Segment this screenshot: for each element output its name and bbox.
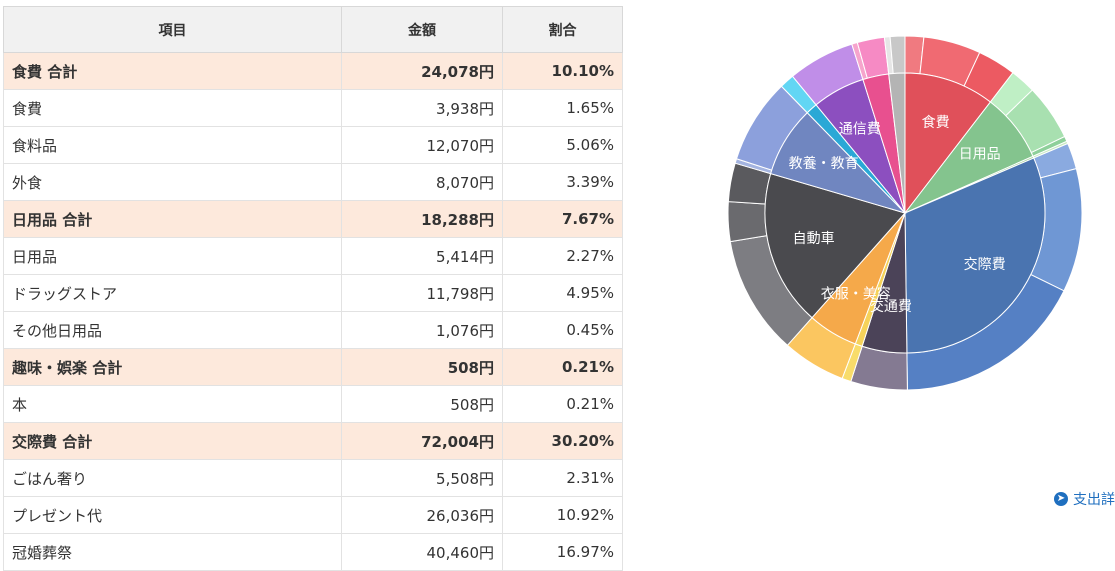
pie-label-7: 自動車	[793, 230, 835, 247]
pie-outer-slice-23[interactable]	[889, 36, 906, 75]
cell-item: ドラッグストア	[3, 274, 342, 312]
table-row: 冠婚葬祭 40,460円 16.97%	[3, 533, 623, 571]
table-row: ドラッグストア 11,798円 4.95%	[3, 274, 623, 312]
expense-table: 項目 金額 割合 食費 合計 24,078円 10.10% 食費 3,938円 1.65%…	[3, 6, 623, 571]
cell-ratio: 10.10%	[502, 52, 623, 90]
table-total-row: 食費 合計 24,078円 10.10%	[3, 52, 623, 90]
table-total-row: 交際費 合計 72,004円 30.20%	[3, 422, 623, 460]
cell-item: プレゼント代	[3, 496, 342, 534]
cell-item: 食費	[3, 89, 342, 127]
cell-ratio: 10.92%	[502, 496, 623, 534]
cell-ratio: 0.21%	[502, 348, 623, 386]
cell-ratio: 3.39%	[502, 163, 623, 201]
arrow-right-circle-icon: ➤	[1054, 492, 1068, 506]
table-total-row: 趣味・娯楽 合計 508円 0.21%	[3, 348, 623, 386]
table-row: 食料品 12,070円 5.06%	[3, 126, 623, 164]
cell-item: その他日用品	[3, 311, 342, 349]
cell-item: 食費 合計	[3, 52, 342, 90]
cell-ratio: 16.97%	[502, 533, 623, 571]
cell-item: 趣味・娯楽 合計	[3, 348, 342, 386]
cell-ratio: 4.95%	[502, 274, 623, 312]
table-row: 日用品 5,414円 2.27%	[3, 237, 623, 275]
cell-amount: 508円	[341, 348, 503, 386]
cell-item: ごはん奢り	[3, 459, 342, 497]
cell-ratio: 30.20%	[502, 422, 623, 460]
cell-amount: 3,938円	[341, 89, 503, 127]
table-row: 食費 3,938円 1.65%	[3, 89, 623, 127]
cell-ratio: 2.31%	[502, 459, 623, 497]
cell-amount: 8,070円	[341, 163, 503, 201]
pie-label-8: 教養・教育	[789, 155, 859, 172]
cell-amount: 1,076円	[341, 311, 503, 349]
cell-item: 外食	[3, 163, 342, 201]
cell-ratio: 0.45%	[502, 311, 623, 349]
expense-detail-link-label: 支出詳	[1073, 492, 1115, 508]
header-item[interactable]: 項目	[3, 6, 342, 53]
cell-amount: 26,036円	[341, 496, 503, 534]
cell-ratio: 2.27%	[502, 237, 623, 275]
cell-ratio: 1.65%	[502, 89, 623, 127]
pie-inner-slice-12[interactable]	[888, 72, 906, 214]
expense-detail-link[interactable]: ➤ 支出詳	[1054, 489, 1115, 509]
pie-label-4: 交通費	[870, 298, 912, 315]
pie-inner-slice-7[interactable]	[764, 172, 906, 319]
cell-amount: 11,798円	[341, 274, 503, 312]
cell-amount: 18,288円	[341, 200, 503, 238]
cell-amount: 508円	[341, 385, 503, 423]
cell-ratio: 5.06%	[502, 126, 623, 164]
pie-label-6: 衣服・美容	[821, 285, 891, 302]
cell-ratio: 7.67%	[502, 200, 623, 238]
cell-amount: 40,460円	[341, 533, 503, 571]
header-ratio[interactable]: 割合	[502, 6, 623, 53]
pie-inner-slice-0[interactable]	[904, 72, 992, 215]
pie-label-10: 通信費	[839, 121, 881, 137]
pie-outer-slice-14[interactable]	[728, 201, 768, 243]
table-row: ごはん奢り 5,508円 2.31%	[3, 459, 623, 497]
cell-item: 交際費 合計	[3, 422, 342, 460]
cell-item: 日用品	[3, 237, 342, 275]
cell-amount: 5,414円	[341, 237, 503, 275]
pie-label-1: 日用品	[959, 146, 1001, 162]
header-amount[interactable]: 金額	[341, 6, 503, 53]
cell-ratio: 0.21%	[502, 385, 623, 423]
cell-item: 日用品 合計	[3, 200, 342, 238]
cell-item: 食料品	[3, 126, 342, 164]
pie-label-0: 食費	[922, 114, 950, 131]
cell-item: 冠婚葬祭	[3, 533, 342, 571]
table-row: プレゼント代 26,036円 10.92%	[3, 496, 623, 534]
cell-amount: 12,070円	[341, 126, 503, 164]
cell-amount: 72,004円	[341, 422, 503, 460]
table-header-row: 項目 金額 割合	[3, 6, 623, 53]
table-total-row: 日用品 合計 18,288円 7.67%	[3, 200, 623, 238]
cell-amount: 24,078円	[341, 52, 503, 90]
pie-inner-slice-3[interactable]	[904, 157, 1046, 354]
table-row: 外食 8,070円 3.39%	[3, 163, 623, 201]
cell-item: 本	[3, 385, 342, 423]
table-row: その他日用品 1,076円 0.45%	[3, 311, 623, 349]
table-row: 本 508円 0.21%	[3, 385, 623, 423]
cell-amount: 5,508円	[341, 459, 503, 497]
pie-label-3: 交際費	[964, 256, 1006, 273]
